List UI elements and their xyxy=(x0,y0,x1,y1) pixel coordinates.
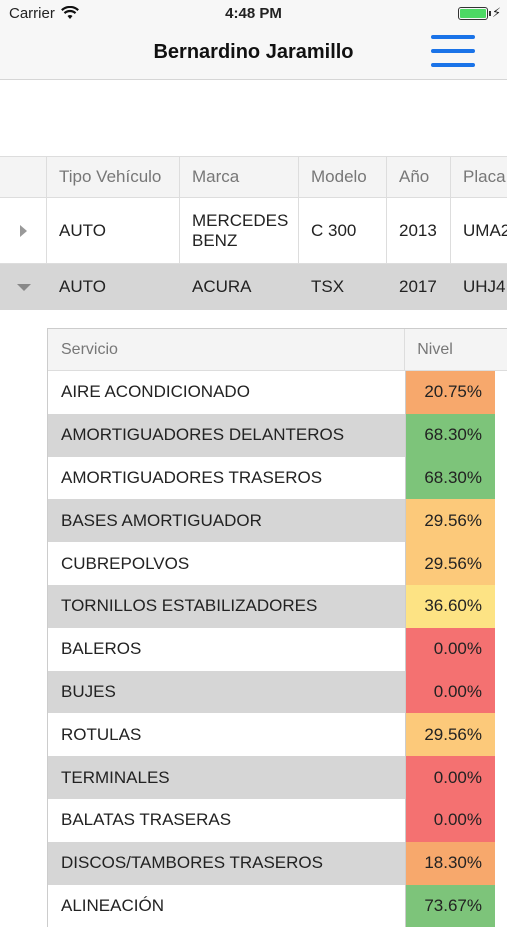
service-name: BALATAS TRASERAS xyxy=(48,798,406,842)
service-row[interactable]: AIRE ACONDICIONADO 20.75% xyxy=(48,371,507,414)
vehicle-row[interactable]: AUTO MERCEDES BENZ C 300 2013 UMA2 xyxy=(0,198,507,264)
column-header-tipo[interactable]: Tipo Vehículo xyxy=(47,157,180,197)
service-level: 29.56% xyxy=(406,542,495,585)
vehicle-row-expanded[interactable]: AUTO ACURA TSX 2017 UHJ4 xyxy=(0,264,507,310)
service-level: 36.60% xyxy=(406,584,495,628)
vehicle-placa: UHJ4 xyxy=(463,277,506,296)
service-row[interactable]: BALATAS TRASERAS 0.00% xyxy=(48,798,507,842)
service-name: ROTULAS xyxy=(48,713,406,757)
vehicle-tipo: AUTO xyxy=(59,277,106,296)
expander-column-header xyxy=(0,157,47,197)
hamburger-menu-button[interactable] xyxy=(429,35,477,71)
column-header-anio[interactable]: Año xyxy=(387,157,451,197)
service-level: 73.67% xyxy=(406,884,495,927)
wifi-icon xyxy=(61,6,79,19)
expand-row-toggle[interactable] xyxy=(0,198,47,263)
service-row[interactable]: CUBREPOLVOS 29.56% xyxy=(48,542,507,585)
service-name: BUJES xyxy=(48,670,406,714)
vehicle-detail-panel: Servicio Nivel AIRE ACONDICIONADO 20.75% A… xyxy=(0,310,507,927)
battery-icon xyxy=(458,7,491,20)
service-row[interactable]: TERMINALES 0.00% xyxy=(48,756,507,799)
service-row[interactable]: BUJES 0.00% xyxy=(48,670,507,714)
service-level: 20.75% xyxy=(406,371,495,414)
vehicle-tipo: AUTO xyxy=(47,198,180,263)
service-name: AIRE ACONDICIONADO xyxy=(48,371,406,414)
service-level: 29.56% xyxy=(406,499,495,543)
page-title: Bernardino Jaramillo xyxy=(153,41,354,63)
service-name: BALEROS xyxy=(48,627,406,671)
caret-down-icon xyxy=(16,283,31,291)
vehicle-marca: MERCEDES BENZ xyxy=(180,198,299,263)
vehicle-anio: 2017 xyxy=(399,277,437,296)
status-bar: Carrier 4:48 PM ⚡ xyxy=(0,0,507,28)
service-row[interactable]: TORNILLOS ESTABILIZADORES 36.60% xyxy=(48,584,507,628)
column-header-servicio[interactable]: Servicio xyxy=(48,329,406,370)
services-table: Servicio Nivel AIRE ACONDICIONADO 20.75% A… xyxy=(47,328,507,927)
clock: 4:48 PM xyxy=(225,5,282,22)
service-level: 29.56% xyxy=(406,713,495,757)
vehicle-modelo: TSX xyxy=(311,277,345,296)
service-row[interactable]: AMORTIGUADORES TRASEROS 68.30% xyxy=(48,456,507,500)
service-name: ALINEACIÓN xyxy=(48,884,406,927)
caret-right-icon xyxy=(19,224,27,237)
service-name: DISCOS/TAMBORES TRASEROS xyxy=(48,841,406,885)
column-header-nivel[interactable]: Nivel xyxy=(417,340,453,358)
navigation-bar: Bernardino Jaramillo xyxy=(0,28,507,80)
vehicle-marca: ACURA xyxy=(192,277,252,296)
carrier-label: Carrier xyxy=(9,5,55,22)
column-header-modelo[interactable]: Modelo xyxy=(299,157,387,197)
vehicle-modelo: C 300 xyxy=(299,198,387,263)
service-name: AMORTIGUADORES TRASEROS xyxy=(48,456,406,500)
service-level: 0.00% xyxy=(406,627,495,671)
service-row[interactable]: BASES AMORTIGUADOR 29.56% xyxy=(48,499,507,543)
vehicle-anio: 2013 xyxy=(387,198,451,263)
charging-icon: ⚡ xyxy=(492,5,502,20)
service-row[interactable]: AMORTIGUADORES DELANTEROS 68.30% xyxy=(48,413,507,457)
vehicle-placa: UMA2 xyxy=(463,220,507,240)
column-header-marca[interactable]: Marca xyxy=(180,157,299,197)
collapse-row-toggle[interactable] xyxy=(0,264,47,310)
service-name: BASES AMORTIGUADOR xyxy=(48,499,406,543)
service-level: 0.00% xyxy=(406,670,495,714)
service-row[interactable]: BALEROS 0.00% xyxy=(48,627,507,671)
service-level: 68.30% xyxy=(406,413,495,457)
vehicles-header-row: Tipo Vehículo Marca Modelo Año Placa xyxy=(0,156,507,198)
service-level: 18.30% xyxy=(406,841,495,885)
service-name: CUBREPOLVOS xyxy=(48,542,406,585)
service-name: AMORTIGUADORES DELANTEROS xyxy=(48,413,406,457)
service-name: TORNILLOS ESTABILIZADORES xyxy=(48,584,406,628)
service-level: 0.00% xyxy=(406,756,495,799)
service-row[interactable]: DISCOS/TAMBORES TRASEROS 18.30% xyxy=(48,841,507,885)
service-row[interactable]: ROTULAS 29.56% xyxy=(48,713,507,757)
service-level: 68.30% xyxy=(406,456,495,500)
services-body: AIRE ACONDICIONADO 20.75% AMORTIGUADORES D… xyxy=(48,371,507,927)
service-level: 0.00% xyxy=(406,798,495,842)
service-row[interactable]: ALINEACIÓN 73.67% xyxy=(48,884,507,927)
service-name: TERMINALES xyxy=(48,756,406,799)
services-header-row: Servicio Nivel xyxy=(48,329,507,371)
vehicles-table: Tipo Vehículo Marca Modelo Año Placa AUT… xyxy=(0,156,507,310)
column-header-placa[interactable]: Placa xyxy=(463,167,506,186)
